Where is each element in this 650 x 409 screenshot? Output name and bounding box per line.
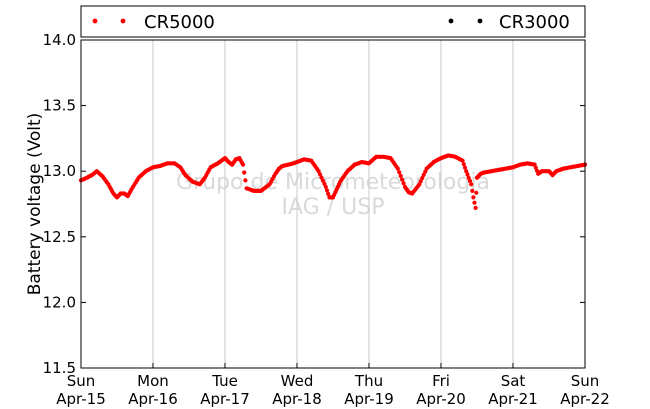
data-point-cr5000 bbox=[469, 182, 474, 187]
data-point-cr5000 bbox=[470, 188, 475, 193]
data-point-cr5000 bbox=[323, 184, 328, 189]
data-point-cr5000 bbox=[242, 170, 247, 175]
x-tick-label-date: Apr-19 bbox=[344, 390, 394, 408]
data-point-cr5000 bbox=[471, 195, 476, 200]
y-tick-label: 14.0 bbox=[43, 31, 76, 49]
data-point-cr5000 bbox=[401, 181, 406, 186]
x-tick-label-date: Apr-17 bbox=[200, 390, 250, 408]
y-tick-label: 13.0 bbox=[43, 162, 76, 180]
data-point-cr5000 bbox=[398, 173, 403, 178]
legend: CR5000 CR3000 bbox=[80, 5, 586, 38]
x-tick-label-day: Wed bbox=[281, 372, 314, 390]
data-point-cr5000 bbox=[326, 191, 331, 196]
x-tick-label-day: Tue bbox=[211, 372, 238, 390]
data-point-cr5000 bbox=[465, 172, 470, 177]
data-point-cr5000 bbox=[240, 162, 246, 167]
x-tick-label-date: Apr-18 bbox=[272, 390, 322, 408]
x-axis: SunApr-15MonApr-16TueApr-17WedApr-18ThuA… bbox=[56, 363, 610, 408]
data-point-cr5000 bbox=[400, 177, 405, 182]
data-point-cr5000 bbox=[395, 166, 400, 171]
y-tick-label: 11.5 bbox=[43, 359, 76, 377]
data-point-cr5000 bbox=[466, 175, 471, 180]
data-point-cr5000 bbox=[462, 165, 468, 170]
x-tick-label-date: Apr-21 bbox=[488, 390, 538, 408]
data-points bbox=[78, 153, 588, 210]
data-point-cr5000 bbox=[324, 188, 330, 193]
legend-item-cr5000: CR5000 bbox=[92, 12, 215, 33]
x-tick-label-date: Apr-15 bbox=[56, 390, 106, 408]
y-tick-label: 12.0 bbox=[43, 293, 76, 311]
x-tick-label-day: Sun bbox=[67, 372, 96, 390]
data-point-cr5000 bbox=[317, 172, 323, 177]
watermark-line-1: Grupo de Micrometeorologia bbox=[176, 170, 490, 195]
x-tick-label-day: Fri bbox=[432, 372, 450, 390]
x-tick-label-day: Mon bbox=[137, 372, 169, 390]
legend-box bbox=[80, 5, 586, 38]
y-tick-label: 12.5 bbox=[43, 228, 76, 246]
data-point-cr5000 bbox=[397, 170, 402, 175]
y-axis: 11.5 12.0 12.5 13.0 13.5 14.0 bbox=[43, 31, 585, 377]
x-tick-label-day: Sun bbox=[571, 372, 600, 390]
y-axis-label: Battery voltage (Volt) bbox=[25, 113, 45, 296]
grid-lines bbox=[152, 40, 514, 368]
x-tick-label-date: Apr-16 bbox=[128, 390, 178, 408]
data-point-cr5000 bbox=[473, 205, 478, 210]
data-point-cr5000 bbox=[464, 169, 469, 174]
data-point-cr5000 bbox=[320, 178, 325, 183]
legend-marker-cr5000 bbox=[120, 18, 126, 24]
data-point-cr5000 bbox=[243, 178, 248, 183]
data-point-cr5000 bbox=[461, 162, 466, 167]
plot-frame bbox=[80, 39, 586, 369]
data-point-cr5000 bbox=[460, 158, 465, 163]
data-point-cr5000 bbox=[472, 200, 477, 205]
x-tick-label-day: Thu bbox=[354, 372, 383, 390]
y-tick-label: 13.5 bbox=[43, 97, 76, 115]
legend-marker-cr3000 bbox=[477, 18, 483, 24]
data-point-cr5000 bbox=[421, 172, 426, 177]
legend-label-cr5000: CR5000 bbox=[144, 12, 215, 33]
data-point-cr5000 bbox=[474, 190, 479, 195]
data-point-cr5000 bbox=[418, 179, 423, 184]
x-tick-label-date: Apr-20 bbox=[416, 390, 466, 408]
x-tick-label-date: Apr-22 bbox=[560, 390, 610, 408]
data-point-cr5000 bbox=[467, 178, 473, 184]
legend-label-cr3000: CR3000 bbox=[499, 12, 570, 33]
legend-item-cr3000: CR3000 bbox=[448, 12, 570, 33]
legend-marker-cr5000 bbox=[92, 18, 98, 24]
x-tick-label-day: Sat bbox=[501, 372, 526, 390]
legend-marker-cr3000 bbox=[448, 18, 454, 24]
